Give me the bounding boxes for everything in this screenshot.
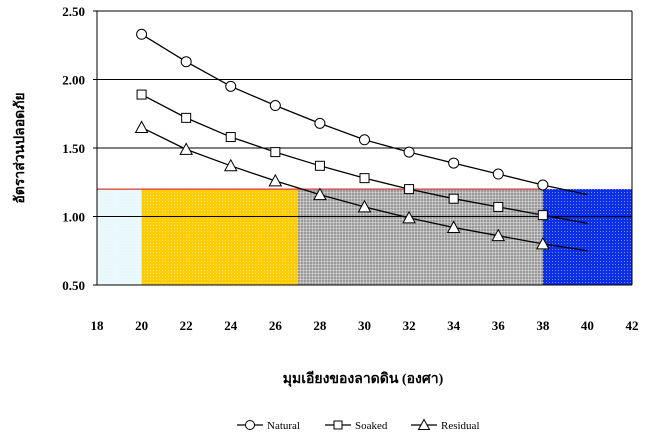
x-tick-label-8: 34	[447, 318, 461, 333]
point-natural-26	[269, 100, 281, 112]
point-natural-36	[492, 168, 504, 180]
y-tick-label-4: 2.50	[62, 4, 85, 19]
point-residual-28	[313, 187, 327, 201]
point-natural-22	[180, 56, 192, 68]
point-soaked-38	[537, 210, 548, 221]
x-tick-label-12: 42	[626, 318, 639, 333]
series-residual	[134, 120, 588, 252]
legend-label-residual: Residual	[441, 420, 480, 432]
y-tick-label-2: 1.50	[62, 141, 85, 156]
x-tick-label-1: 20	[135, 318, 148, 333]
point-soaked-36	[493, 201, 504, 212]
x-tick-label-5: 28	[313, 318, 327, 333]
x-tick-label-0: 18	[91, 318, 105, 333]
legend: Natural Soaked Residual	[237, 418, 480, 432]
point-natural-34	[448, 157, 460, 169]
zone-texture-3	[542, 189, 632, 285]
point-residual-22	[179, 142, 194, 155]
x-tick-label-6: 30	[358, 318, 371, 333]
point-soaked-34	[448, 193, 459, 204]
point-soaked-26	[270, 147, 281, 158]
axes	[93, 10, 633, 286]
legend-marker-natural	[245, 420, 255, 430]
legend-item-residual: Residual	[411, 418, 480, 432]
x-tick-label-9: 36	[492, 318, 506, 333]
point-soaked-28	[314, 160, 325, 171]
legend-label-natural: Natural	[267, 420, 300, 432]
y-tick-label-3: 2.00	[62, 73, 85, 88]
point-natural-28	[314, 117, 326, 129]
series-soaked	[136, 89, 588, 224]
point-natural-30	[359, 134, 370, 146]
zone-texture-0	[97, 189, 142, 285]
point-natural-38	[537, 179, 549, 191]
point-soaked-24	[225, 132, 236, 143]
x-tick-label-10: 38	[536, 318, 550, 333]
point-natural-20	[136, 28, 148, 40]
y-axis-title: อัตราส่วนปลอดภัย	[12, 92, 28, 203]
y-tick-label-1: 1.00	[62, 210, 85, 225]
legend-marker-soaked	[333, 420, 343, 430]
y-tick-label-0: 0.50	[62, 278, 85, 293]
point-residual-24	[223, 158, 238, 172]
legend-item-natural: Natural	[237, 420, 300, 432]
point-soaked-22	[181, 112, 192, 123]
series-line-natural	[141, 33, 588, 196]
series-layer	[134, 28, 588, 252]
zone-texture-1	[141, 189, 298, 285]
point-soaked-30	[359, 173, 370, 184]
legend-label-soaked: Soaked	[355, 420, 388, 432]
point-residual-36	[491, 228, 506, 242]
x-tick-label-3: 24	[224, 318, 238, 333]
point-residual-32	[402, 210, 416, 224]
point-soaked-32	[404, 184, 415, 195]
point-residual-34	[446, 220, 461, 233]
legend-marker-residual	[417, 418, 431, 430]
point-natural-24	[225, 80, 237, 92]
point-residual-20	[134, 120, 149, 133]
point-residual-30	[357, 199, 372, 213]
x-tick-label-4: 26	[269, 318, 283, 333]
point-residual-38	[535, 236, 550, 250]
point-natural-32	[403, 146, 415, 158]
x-tick-label-2: 22	[180, 318, 193, 333]
series-natural	[136, 28, 588, 196]
legend-item-soaked: Soaked	[325, 420, 388, 432]
point-soaked-20	[136, 89, 147, 100]
x-axis-title: มุมเอียงของลาดดิน (องศา)	[283, 371, 444, 387]
tick-labels: 0.50 1.00 1.50 2.00 2.50 18 20 22 24 26 28 30 32 34 36…	[62, 4, 638, 333]
x-tick-label-7: 32	[403, 318, 416, 333]
x-tick-label-11: 40	[581, 318, 594, 333]
point-residual-26	[268, 173, 283, 187]
